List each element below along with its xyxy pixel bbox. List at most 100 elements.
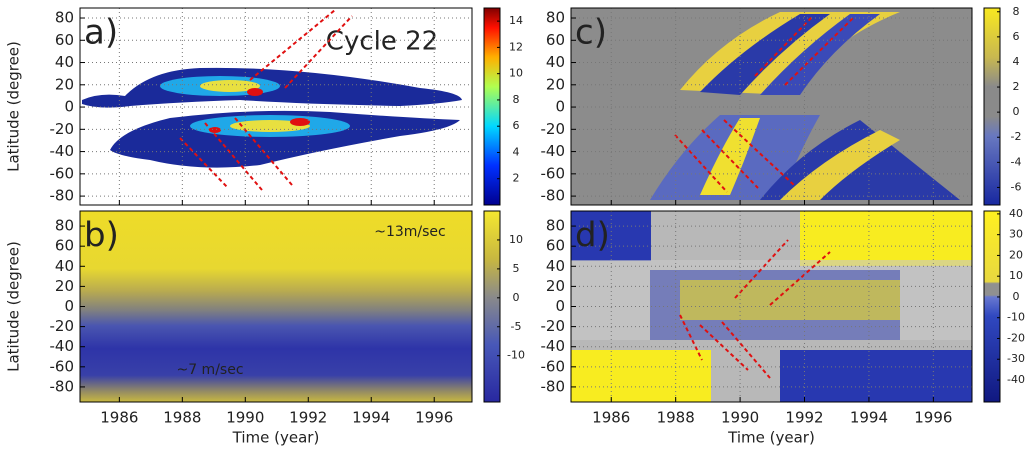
colorbar-tick-label: 10 <box>509 67 523 80</box>
x-tick-label: 1996 <box>415 409 453 427</box>
y-tick-label: -60 <box>541 357 566 375</box>
colorbar-tick-label: -5 <box>511 320 522 333</box>
x-tick-label: 1990 <box>226 409 264 427</box>
colorbar-tick-label: -10 <box>1007 311 1025 324</box>
y-tick-label: 40 <box>55 53 74 71</box>
colorbar-tick-label: -30 <box>1007 352 1025 365</box>
y-tick-label: 0 <box>64 297 74 315</box>
y-tick-label: 20 <box>546 277 565 295</box>
colorbar-tick-label: -40 <box>1007 373 1025 386</box>
y-tick-label: -20 <box>50 120 75 138</box>
y-tick-label: 80 <box>55 217 74 235</box>
y-tick-label: -80 <box>50 187 75 205</box>
colorbar-tick-label: 10 <box>509 233 523 246</box>
x-axis-label: Time (year) <box>727 429 815 447</box>
x-tick-label: 1988 <box>163 409 201 427</box>
y-tick-label: 60 <box>55 31 74 49</box>
colorbar-tick-label: 0 <box>1013 105 1020 118</box>
x-tick-label: 1992 <box>289 409 327 427</box>
colorbar-tick-label: 2 <box>513 172 520 185</box>
y-tick-label: -20 <box>50 317 75 335</box>
colorbar-tick-label: 10 <box>1009 269 1023 282</box>
y-axis-label: Latitude (degree) <box>5 241 23 372</box>
colorbar-tick-label: -6 <box>1011 180 1022 193</box>
y-tick-label: -40 <box>50 142 75 160</box>
panel-label: d) <box>575 216 610 256</box>
y-tick-label: -80 <box>541 377 566 395</box>
y-tick-label: 60 <box>55 237 74 255</box>
annotation: ~13m/sec <box>374 224 446 240</box>
x-tick-label: 1996 <box>914 409 952 427</box>
annotation: Cycle 22 <box>326 27 438 57</box>
x-tick-label: 1986 <box>100 409 138 427</box>
y-tick-label: 0 <box>555 98 565 116</box>
y-tick-label: -80 <box>50 377 75 395</box>
y-tick-label: 80 <box>55 9 74 27</box>
y-tick-label: -40 <box>541 142 566 160</box>
colorbar-tick-label: 30 <box>1009 228 1023 241</box>
y-tick-label: 80 <box>546 217 565 235</box>
colorbar-tick-label: -20 <box>1007 331 1025 344</box>
panel-label: a) <box>84 13 118 53</box>
colorbar-tick-label: 8 <box>513 93 520 106</box>
y-tick-label: -60 <box>50 357 75 375</box>
heatmap-art: Cycle 22 <box>80 8 972 402</box>
colorbar <box>483 7 501 206</box>
y-tick-label: -40 <box>50 337 75 355</box>
y-tick-label: 20 <box>546 75 565 93</box>
y-tick-label: -80 <box>541 187 566 205</box>
colorbar-tick-label: 14 <box>509 14 523 27</box>
panel-a-field: Cycle 22 <box>80 8 472 205</box>
colorbar-tick-label: 0 <box>1013 290 1020 303</box>
x-tick-label: 1992 <box>785 409 823 427</box>
x-axis-label: Time (year) <box>232 429 320 447</box>
panel-c-field <box>571 8 972 205</box>
colorbar-tick-label: 40 <box>1009 207 1023 220</box>
colorbar-tick-label: 0 <box>513 291 520 304</box>
y-tick-label: -60 <box>541 164 566 182</box>
y-tick-label: 20 <box>55 75 74 93</box>
y-tick-label: -20 <box>541 317 566 335</box>
panel-b-field <box>80 211 472 402</box>
y-tick-label: 80 <box>546 9 565 27</box>
x-tick-label: 1988 <box>657 409 695 427</box>
colorbar-tick-label: -4 <box>1011 155 1022 168</box>
y-tick-label: 40 <box>546 53 565 71</box>
colorbar <box>983 210 1001 403</box>
colorbar-tick-label: -2 <box>1011 130 1022 143</box>
y-tick-label: 20 <box>55 277 74 295</box>
y-tick-label: 40 <box>546 257 565 275</box>
panel-frame <box>570 7 973 206</box>
x-tick-label: 1990 <box>721 409 759 427</box>
y-tick-label: 0 <box>555 297 565 315</box>
colorbar-tick-label: 8 <box>1013 5 1020 18</box>
colorbar-tick-label: -10 <box>507 349 525 362</box>
y-tick-label: 0 <box>64 98 74 116</box>
colorbar-tick-label: 2 <box>1013 80 1020 93</box>
x-tick-label: 1986 <box>592 409 630 427</box>
annotation: ~7 m/sec <box>176 362 243 378</box>
y-tick-label: -40 <box>541 337 566 355</box>
y-tick-label: 60 <box>546 237 565 255</box>
panel-frame <box>79 7 473 206</box>
panel-label: c) <box>575 13 607 53</box>
colorbar <box>983 7 1001 206</box>
y-tick-label: 60 <box>546 31 565 49</box>
panel-frame <box>79 210 473 403</box>
colorbar-tick-label: 4 <box>1013 55 1020 68</box>
panel-label: b) <box>84 216 119 256</box>
x-tick-label: 1994 <box>352 409 390 427</box>
colorbar-tick-label: 5 <box>513 262 520 275</box>
colorbar-tick-label: 12 <box>509 40 523 53</box>
panel-frame <box>570 210 973 403</box>
y-tick-label: -60 <box>50 164 75 182</box>
x-tick-label: 1994 <box>850 409 888 427</box>
colorbar <box>483 210 501 403</box>
colorbar-tick-label: 6 <box>513 119 520 132</box>
y-tick-label: 40 <box>55 257 74 275</box>
colorbar-tick-label: 20 <box>1009 248 1023 261</box>
y-tick-label: -20 <box>541 120 566 138</box>
colorbar-tick-label: 4 <box>513 145 520 158</box>
